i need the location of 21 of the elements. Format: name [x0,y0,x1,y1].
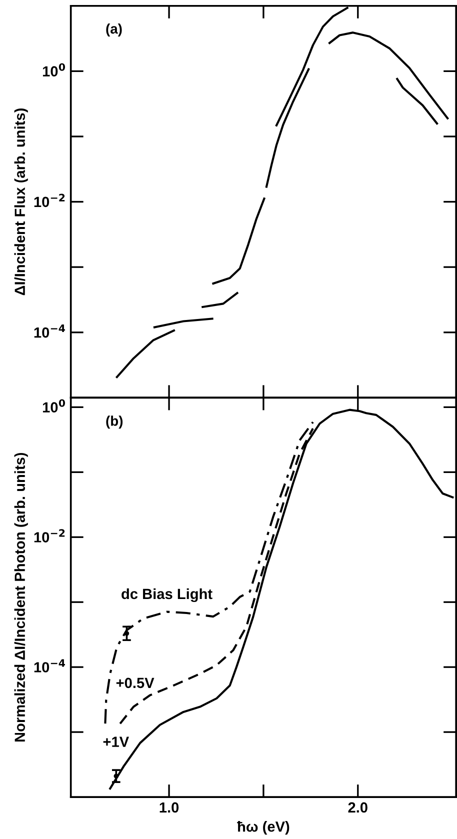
annotation: dc Bias Light [122,588,212,602]
line-series [396,78,438,125]
y-tick-label: 10$^{−4}$ [34,659,65,672]
y-tick-label: 10$^{−2}$ [34,194,65,208]
annotation: (b) [106,416,123,429]
annotation: +0.5V [116,678,154,688]
y-tick-label: 10$^{0}$ [42,399,66,412]
x-axis-title: ħω (eV) [237,821,290,835]
annotation: (a) [106,24,122,36]
x-tick-label: 1.0 [160,802,179,813]
line-series [212,198,266,285]
annotation: +1V [103,736,129,747]
x-tick-label: 2.0 [348,802,368,813]
line-series [265,68,310,188]
line-series [116,329,175,378]
line-series [328,32,449,120]
y-tick-label: 10$^{0}$ [42,63,66,76]
y-axis-title: Normalized ΔI/Incident Photon (arb. units) [14,452,28,742]
y-axis-title: ΔI/Incident Flux (arb. units) [14,108,28,296]
y-tick-label: 10$^{−4}$ [34,324,65,338]
y-tick-label: 10$^{−2}$ [34,529,65,542]
